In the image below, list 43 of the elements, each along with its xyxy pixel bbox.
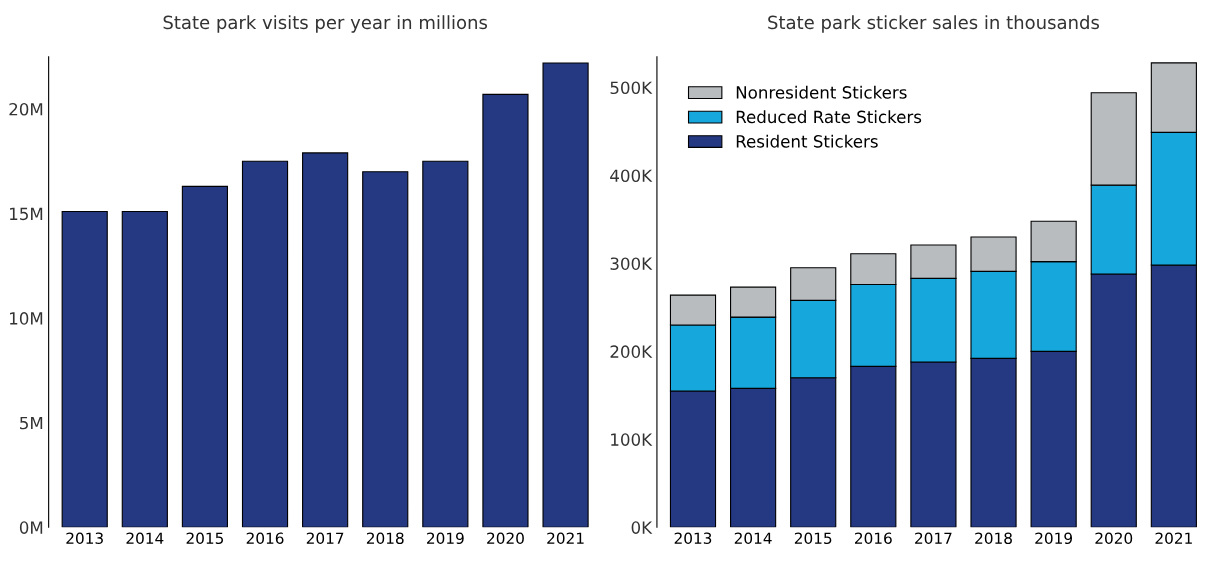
bar: [181, 185, 229, 528]
y-tick-label: 100K: [611, 433, 653, 446]
x-tick-label: 2019: [1035, 532, 1073, 544]
x-tick-label: 2018: [975, 532, 1012, 544]
x-tick-label: 2021: [547, 532, 584, 544]
x-tick-label: 2017: [306, 532, 344, 544]
bar: [302, 152, 349, 528]
legend-label: Nonresident Stickers: [736, 85, 907, 99]
x-tick-label: 2015: [794, 532, 832, 544]
x-tick-label: 2014: [734, 532, 772, 544]
bar: [61, 210, 108, 528]
x-tick-label: 2020: [487, 532, 524, 544]
y-tick-label: 300K: [610, 257, 653, 270]
bar: [542, 62, 589, 528]
chart-title: State park visits per year in millions: [163, 15, 488, 33]
bar: [241, 160, 289, 528]
x-tick-label: 2021: [1155, 532, 1192, 544]
x-tick-label: 2017: [915, 532, 952, 544]
legend-label: Resident Stickers: [736, 134, 878, 148]
bar: [362, 171, 409, 528]
chart-title: State park sticker sales in thousands: [768, 15, 1100, 33]
bar: [482, 93, 529, 528]
bar: [121, 210, 168, 528]
y-tick-label: 400K: [610, 169, 653, 183]
y-tick-label: 0M: [19, 521, 43, 534]
y-tick-label: 20M: [9, 102, 43, 116]
x-tick-label: 2020: [1095, 532, 1133, 544]
legend-label: Reduced Rate Stickers: [736, 110, 922, 124]
y-tick-label: 10M: [10, 312, 43, 325]
x-tick-label: 2016: [246, 532, 284, 544]
bar: [422, 160, 469, 528]
y-tick-label: 500K: [610, 81, 653, 95]
y-tick-label: 0K: [631, 521, 653, 534]
x-tick-label: 2013: [674, 532, 712, 544]
x-tick-label: 2013: [66, 532, 103, 544]
x-tick-label: 2016: [855, 532, 892, 544]
x-tick-label: 2014: [126, 532, 164, 544]
y-tick-label: 200K: [610, 345, 653, 358]
x-tick-label: 2015: [186, 532, 224, 544]
y-tick-label: 5M: [20, 416, 43, 430]
y-tick-label: 15M: [10, 207, 43, 221]
x-tick-label: 2019: [427, 532, 464, 544]
x-tick-label: 2018: [366, 532, 404, 544]
